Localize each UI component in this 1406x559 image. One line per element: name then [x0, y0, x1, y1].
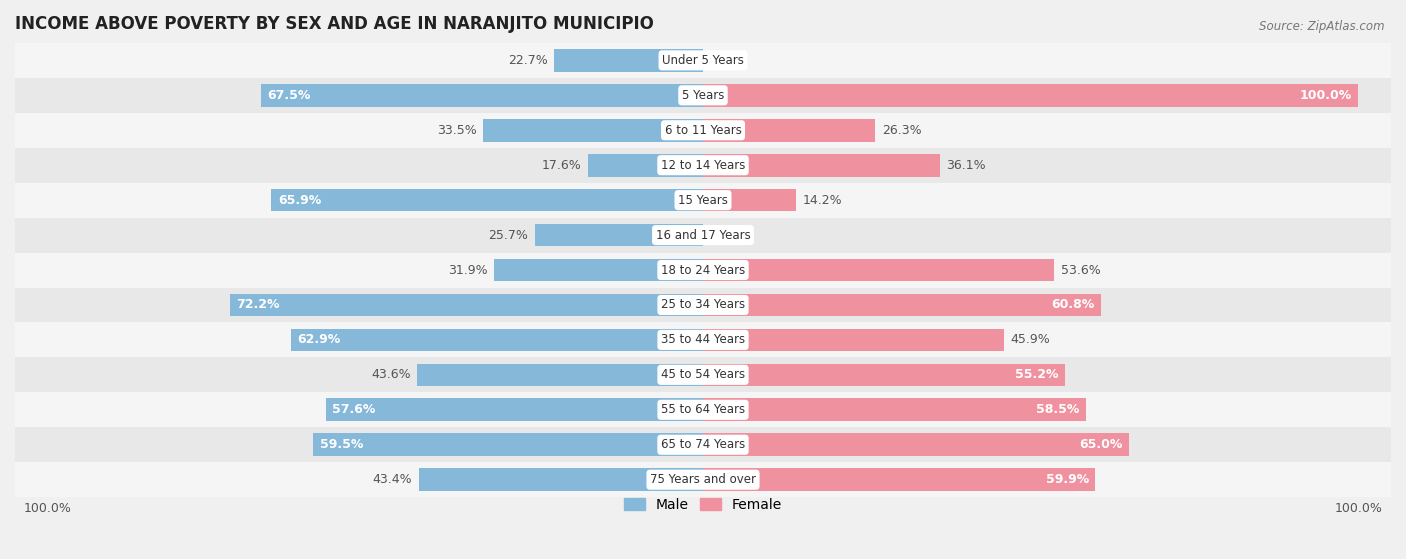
Bar	[703, 189, 796, 211]
Text: 57.6%: 57.6%	[332, 403, 375, 416]
Text: 25.7%: 25.7%	[488, 229, 529, 241]
Text: 45 to 54 Years: 45 to 54 Years	[661, 368, 745, 381]
Bar	[484, 119, 703, 141]
Bar	[15, 462, 1391, 497]
Bar	[15, 113, 1391, 148]
Bar	[15, 43, 1391, 78]
Text: Source: ZipAtlas.com: Source: ZipAtlas.com	[1260, 20, 1385, 32]
Text: 17.6%: 17.6%	[541, 159, 581, 172]
Text: 59.5%: 59.5%	[319, 438, 363, 451]
Text: 67.5%: 67.5%	[267, 89, 311, 102]
Bar	[703, 119, 876, 141]
Text: 55 to 64 Years: 55 to 64 Years	[661, 403, 745, 416]
Text: 16 and 17 Years: 16 and 17 Years	[655, 229, 751, 241]
Legend: Male, Female: Male, Female	[619, 492, 787, 518]
Bar	[534, 224, 703, 247]
Bar	[703, 433, 1129, 456]
Text: 15 Years: 15 Years	[678, 193, 728, 207]
Text: 12 to 14 Years: 12 to 14 Years	[661, 159, 745, 172]
Bar	[703, 329, 1004, 351]
Bar	[326, 399, 703, 421]
Bar	[260, 84, 703, 107]
Bar	[703, 259, 1054, 281]
Text: 55.2%: 55.2%	[1015, 368, 1059, 381]
Text: 5 Years: 5 Years	[682, 89, 724, 102]
Bar	[703, 363, 1064, 386]
Text: 25 to 34 Years: 25 to 34 Years	[661, 299, 745, 311]
Text: 65 to 74 Years: 65 to 74 Years	[661, 438, 745, 451]
Text: 0.0%: 0.0%	[710, 54, 741, 67]
Bar	[554, 49, 703, 72]
Text: 100.0%: 100.0%	[1299, 89, 1351, 102]
Text: 59.9%: 59.9%	[1046, 473, 1088, 486]
Bar	[15, 392, 1391, 427]
Bar	[703, 468, 1095, 491]
Text: 62.9%: 62.9%	[298, 333, 340, 347]
Bar	[494, 259, 703, 281]
Text: 6 to 11 Years: 6 to 11 Years	[665, 124, 741, 137]
Text: 22.7%: 22.7%	[508, 54, 548, 67]
Text: 35 to 44 Years: 35 to 44 Years	[661, 333, 745, 347]
Bar	[271, 189, 703, 211]
Bar	[291, 329, 703, 351]
Text: 0.0%: 0.0%	[710, 229, 741, 241]
Bar	[15, 253, 1391, 287]
Text: 65.0%: 65.0%	[1078, 438, 1122, 451]
Bar	[15, 427, 1391, 462]
Bar	[15, 183, 1391, 217]
Text: 26.3%: 26.3%	[882, 124, 921, 137]
Bar	[15, 287, 1391, 323]
Bar	[703, 84, 1358, 107]
Bar	[419, 468, 703, 491]
Text: 75 Years and over: 75 Years and over	[650, 473, 756, 486]
Text: Under 5 Years: Under 5 Years	[662, 54, 744, 67]
Text: 65.9%: 65.9%	[278, 193, 321, 207]
Text: 53.6%: 53.6%	[1060, 263, 1101, 277]
Text: 33.5%: 33.5%	[437, 124, 477, 137]
Bar	[314, 433, 703, 456]
Text: 60.8%: 60.8%	[1052, 299, 1095, 311]
Bar	[15, 357, 1391, 392]
Bar	[15, 148, 1391, 183]
Text: 14.2%: 14.2%	[803, 193, 842, 207]
Bar	[703, 399, 1087, 421]
Bar	[15, 78, 1391, 113]
Text: 31.9%: 31.9%	[447, 263, 488, 277]
Text: 18 to 24 Years: 18 to 24 Years	[661, 263, 745, 277]
Text: 45.9%: 45.9%	[1011, 333, 1050, 347]
Bar	[418, 363, 703, 386]
Bar	[703, 154, 939, 177]
Bar	[703, 293, 1101, 316]
Text: 72.2%: 72.2%	[236, 299, 280, 311]
Bar	[231, 293, 703, 316]
Bar	[15, 217, 1391, 253]
Bar	[588, 154, 703, 177]
Text: 43.4%: 43.4%	[373, 473, 412, 486]
Text: 43.6%: 43.6%	[371, 368, 411, 381]
Text: INCOME ABOVE POVERTY BY SEX AND AGE IN NARANJITO MUNICIPIO: INCOME ABOVE POVERTY BY SEX AND AGE IN N…	[15, 15, 654, 33]
Text: 58.5%: 58.5%	[1036, 403, 1080, 416]
Text: 36.1%: 36.1%	[946, 159, 986, 172]
Bar	[15, 323, 1391, 357]
